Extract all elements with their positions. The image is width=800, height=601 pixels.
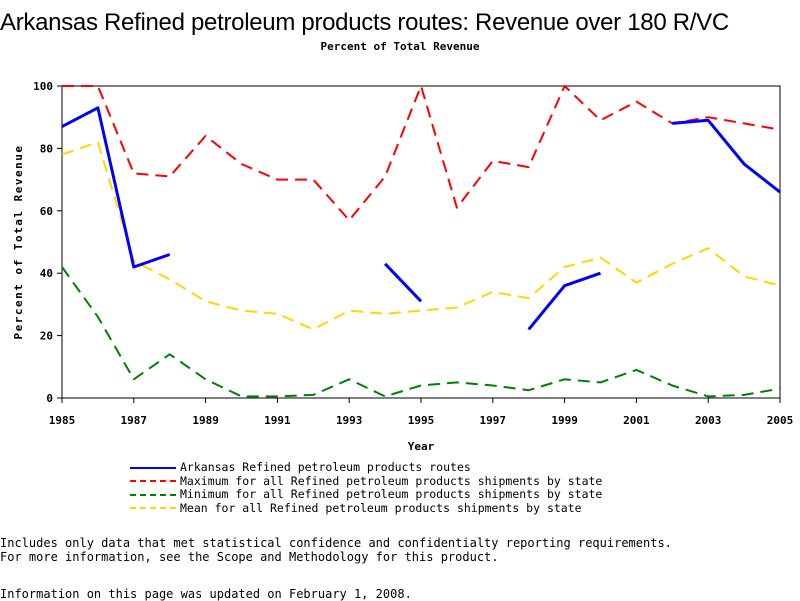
legend-swatch-maximum (130, 480, 176, 483)
legend-item-mean: Mean for all Refined petroleum products … (130, 500, 602, 516)
series-line-mean (61, 141, 781, 331)
x-tick-label: 1985 (49, 414, 76, 427)
x-tick-label: 1993 (336, 414, 363, 427)
y-tick-label: 60 (40, 205, 53, 218)
chart-title: Arkansas Refined petroleum products rout… (0, 9, 729, 36)
axes (57, 85, 781, 403)
x-axis-title: Year (408, 440, 435, 453)
footnotes: Includes only data that met statistical … (0, 536, 672, 564)
x-tick-label: 2001 (623, 414, 650, 427)
legend-label-mean: Mean for all Refined petroleum products … (180, 500, 582, 515)
chart-subtitle: Percent of Total Revenue (320, 40, 480, 53)
legend-swatch-minimum (130, 493, 176, 496)
footnote-confidentiality: Includes only data that met statistical … (0, 536, 672, 550)
series-line-arkansas (61, 106, 171, 269)
x-tick-label: 1987 (121, 414, 148, 427)
line-chart: 1985 1987 1989 1991 1993 1995 1997 1999 2001 2003… (12, 80, 793, 453)
x-tick-label: 1995 (408, 414, 435, 427)
legend-label-arkansas: Arkansas Refined petroleum products rout… (180, 460, 471, 474)
series-line-arkansas (384, 262, 423, 303)
plot-frame (61, 85, 781, 399)
updated-note: Information on this page was updated on … (0, 587, 412, 601)
tick-labels: 1985 1987 1989 1991 1993 1995 1997 1999 2001 2003… (33, 80, 793, 427)
y-tick-label: 40 (40, 267, 53, 280)
y-axis-title: Percent of Total Revenue (12, 145, 25, 340)
legend: Arkansas Refined petroleum products rout… (130, 460, 603, 516)
legend-item-maximum: Maximum for all Refined petroleum produc… (130, 473, 603, 489)
x-tick-label: 1989 (192, 414, 219, 427)
legend-label-maximum: Maximum for all Refined petroleum produc… (180, 473, 603, 488)
series-line-arkansas (672, 118, 781, 194)
legend-swatch-mean (130, 507, 176, 510)
legend-item-minimum: Minimum for all Refined petroleum produc… (130, 487, 603, 502)
y-tick-label: 80 (40, 142, 53, 155)
footnote-methodology: For more information, see the Scope and … (0, 549, 499, 564)
legend-swatch-arkansas (130, 466, 176, 469)
legend-item-arkansas: Arkansas Refined petroleum products rout… (130, 460, 602, 475)
series-line-minimum (61, 266, 781, 398)
series-line-maximum (62, 85, 781, 222)
y-tick-label: 0 (46, 392, 53, 405)
y-tick-label: 100 (33, 80, 53, 93)
x-tick-label: 1999 (551, 414, 578, 427)
x-tick-label: 2005 (767, 414, 794, 427)
x-tick-label: 2003 (695, 414, 722, 427)
series-line-arkansas (527, 271, 601, 331)
x-tick-label: 1997 (480, 414, 507, 427)
legend-label-minimum: Minimum for all Refined petroleum produc… (180, 487, 603, 501)
x-tick-label: 1991 (264, 414, 291, 427)
y-tick-label: 20 (40, 330, 53, 343)
series-lines (61, 85, 781, 398)
